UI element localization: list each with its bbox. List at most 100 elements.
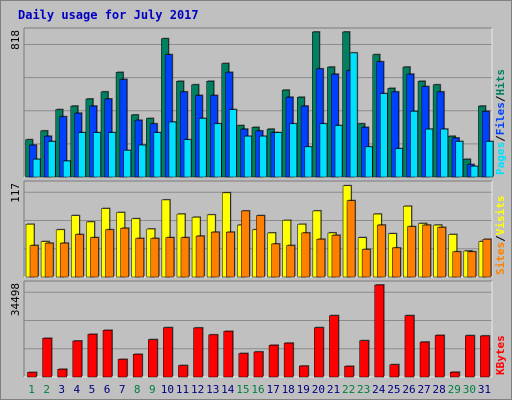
day-label-4: 4	[74, 383, 81, 396]
legend-separator: /	[494, 95, 507, 102]
bar-pages-day-23	[364, 146, 373, 178]
legend-pages: Pages	[494, 142, 507, 175]
legend-sites: Sites	[494, 242, 507, 275]
day-label-31: 31	[478, 383, 491, 396]
day-label-5: 5	[89, 383, 96, 396]
bar-kbytes-day-20	[314, 327, 324, 378]
bar-sites-day-16	[256, 215, 265, 278]
bar-pages-day-28	[440, 128, 448, 178]
bar-pages-day-8	[138, 144, 147, 178]
bar-pages-day-11	[183, 139, 192, 178]
panel-2-max-label: 117	[9, 183, 22, 203]
bar-sites-day-11	[180, 237, 190, 278]
bar-pages-day-10	[168, 121, 177, 178]
bar-sites-day-28	[437, 227, 446, 278]
bar-pages-day-24	[380, 93, 388, 178]
bar-sites-day-26	[407, 226, 416, 278]
bar-kbytes-day-22	[344, 366, 354, 378]
bar-pages-day-6	[108, 132, 116, 178]
legend-visits: Visits	[494, 196, 507, 236]
bar-kbytes-day-28	[434, 335, 445, 378]
bar-kbytes-day-7	[117, 359, 128, 378]
bar-kbytes-day-8	[132, 354, 143, 378]
bar-pages-day-21	[334, 125, 343, 178]
bar-sites-day-31	[482, 239, 492, 278]
bars-group	[25, 31, 495, 378]
bar-sites-day-1	[29, 245, 39, 278]
bar-kbytes-day-17	[268, 345, 279, 378]
day-label-11: 11	[176, 383, 189, 396]
legend-separator: /	[494, 135, 507, 142]
bar-sites-day-10	[165, 237, 175, 278]
bar-sites-day-29	[452, 251, 461, 278]
bar-kbytes-day-10	[163, 327, 173, 378]
bar-kbytes-day-29	[449, 371, 460, 378]
bar-kbytes-day-19	[298, 365, 309, 378]
bar-kbytes-day-27	[419, 341, 430, 378]
legend-files: Files	[494, 102, 507, 135]
bar-kbytes-day-12	[193, 327, 203, 378]
bar-kbytes-day-6	[102, 330, 113, 378]
day-label-21: 21	[327, 383, 340, 396]
day-label-25: 25	[387, 383, 400, 396]
bar-sites-day-24	[376, 224, 386, 278]
bar-kbytes-day-18	[283, 342, 294, 378]
day-label-23: 23	[357, 383, 370, 396]
bar-sites-day-4	[75, 234, 84, 278]
bar-kbytes-day-11	[178, 365, 188, 378]
bar-pages-day-13	[214, 123, 222, 178]
bar-sites-day-7	[120, 227, 129, 278]
bar-pages-day-19	[304, 146, 313, 178]
bar-pages-day-29	[455, 141, 464, 178]
bar-files-day-25	[391, 91, 399, 178]
legend-separator: /	[494, 235, 507, 242]
bar-pages-day-9	[153, 132, 162, 178]
bar-sites-day-20	[316, 239, 326, 278]
day-label-26: 26	[402, 383, 415, 396]
panel-3-max-label: 34498	[9, 283, 22, 316]
bar-sites-day-13	[210, 231, 220, 278]
panel-2-legend: Sites/Visits	[494, 196, 507, 276]
bar-files-day-11	[180, 91, 188, 178]
bar-kbytes-day-30	[465, 335, 475, 378]
legend-kbytes: KBytes	[494, 335, 507, 375]
bar-sites-day-19	[301, 232, 310, 278]
bar-kbytes-day-13	[208, 334, 218, 378]
panel-3-legend: KBytes	[494, 335, 507, 375]
bar-kbytes-day-31	[480, 335, 490, 378]
bar-sites-day-3	[59, 242, 69, 278]
bar-files-day-19	[300, 105, 309, 178]
bar-pages-day-12	[198, 118, 207, 178]
bar-kbytes-day-3	[57, 369, 67, 378]
day-label-8: 8	[134, 383, 141, 396]
axis-text-group: 81811734498Pages/Files/HitsSites/VisitsK…	[9, 30, 507, 375]
day-label-17: 17	[266, 383, 279, 396]
day-label-10: 10	[161, 383, 174, 396]
bar-kbytes-day-15	[238, 353, 249, 378]
bar-pages-day-14	[229, 109, 237, 178]
day-label-30: 30	[463, 383, 476, 396]
bar-pages-day-4	[78, 132, 86, 178]
day-label-2: 2	[43, 383, 50, 396]
bar-kbytes-day-1	[27, 372, 37, 378]
bar-sites-day-6	[105, 229, 114, 278]
bar-sites-day-23	[361, 249, 371, 278]
bar-pages-day-5	[93, 132, 101, 178]
panel-1-legend: Pages/Files/Hits	[494, 69, 507, 175]
bar-pages-day-20	[319, 123, 328, 178]
day-label-24: 24	[372, 383, 386, 396]
bar-sites-day-2	[44, 242, 54, 278]
bar-sites-day-22	[346, 200, 356, 278]
bar-kbytes-day-24	[374, 284, 384, 378]
bar-pages-day-7	[123, 150, 131, 178]
day-label-3: 3	[58, 383, 65, 396]
day-label-16: 16	[251, 383, 264, 396]
day-label-14: 14	[221, 383, 235, 396]
bar-files-day-7	[119, 79, 128, 178]
bar-sites-day-14	[226, 231, 235, 278]
bar-pages-day-18	[289, 123, 297, 178]
bar-files-day-10	[164, 54, 173, 178]
bar-sites-day-9	[150, 238, 160, 278]
chart-title: Daily usage for July 2017	[18, 8, 199, 22]
